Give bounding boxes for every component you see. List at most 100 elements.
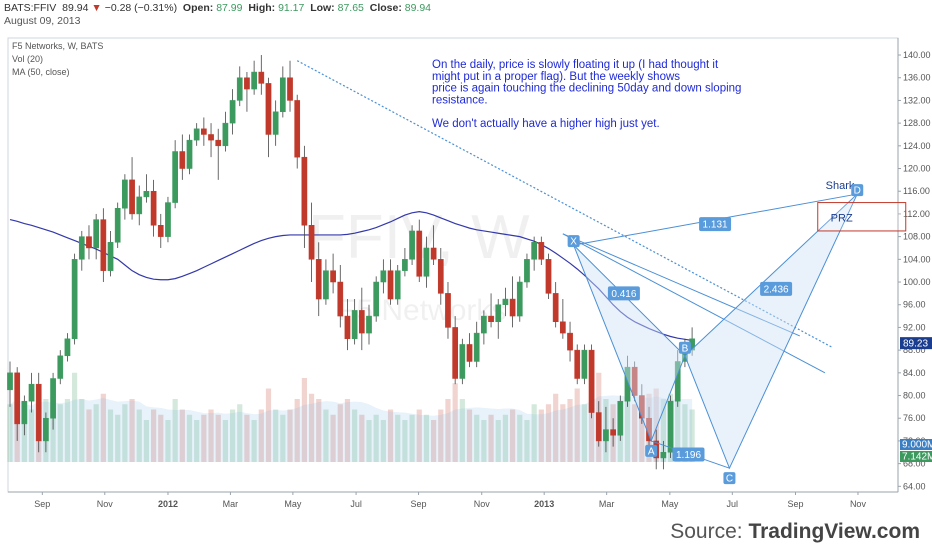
y-tick-label: 124.00 — [903, 141, 931, 151]
volume-bar — [387, 409, 394, 462]
y-tick-label: 92.00 — [903, 322, 926, 332]
candle-down — [430, 247, 437, 260]
candle-up — [667, 400, 674, 453]
x-tick-label: Mar — [599, 499, 615, 509]
candle-up — [351, 310, 358, 340]
volume-bar — [366, 420, 372, 462]
candle-down — [315, 259, 322, 300]
candle-down — [567, 332, 573, 351]
down-arrow-icon: ▼ — [91, 2, 102, 14]
volume-bar — [538, 409, 544, 462]
candle-up — [473, 332, 480, 362]
candle-down — [610, 429, 616, 436]
volume-bar — [308, 393, 315, 462]
volume-bar — [158, 414, 164, 462]
volume-bar — [100, 393, 106, 462]
ratio-badge — [760, 281, 793, 296]
volume-bar — [459, 399, 465, 462]
volume-bar — [574, 388, 580, 462]
volume-bar — [21, 414, 27, 462]
ratio-label: 1.196 — [676, 450, 701, 461]
y-tick-label: 88.00 — [903, 345, 926, 355]
volume-badge-1 — [900, 439, 932, 450]
candle-up — [603, 429, 609, 442]
pattern-point-b-badge — [678, 341, 691, 354]
candle-down — [452, 327, 459, 379]
ratio-label: 2.436 — [764, 284, 789, 295]
volume-bar — [517, 414, 523, 462]
price-change: −0.28 (−0.31%) — [104, 2, 178, 14]
candle-down — [560, 321, 566, 334]
volume-bar — [416, 409, 422, 462]
volume-bar — [50, 409, 56, 462]
y-tick-label: 128.00 — [903, 118, 931, 128]
x-tick-label: Jul — [727, 499, 739, 509]
candle-down — [287, 77, 293, 101]
candle-down — [35, 383, 42, 442]
x-tick-label: Sep — [411, 499, 427, 509]
volume-bar — [273, 409, 279, 462]
candle-down — [179, 151, 186, 169]
candle-up — [193, 128, 200, 141]
volume-bar — [165, 420, 171, 462]
volume-bar — [222, 420, 228, 462]
pattern-point-a: A — [648, 446, 655, 457]
candle-up — [423, 247, 430, 277]
high-value: 91.17 — [278, 2, 305, 14]
x-tick-label: Mar — [223, 499, 239, 509]
y-tick-label: 136.00 — [903, 73, 931, 83]
volume-bar — [201, 414, 207, 462]
candle-up — [617, 400, 624, 436]
volume-bar — [352, 409, 358, 462]
volume-bar — [553, 393, 559, 462]
volume-bar — [660, 399, 666, 462]
candle-down — [294, 100, 301, 158]
candle-down — [509, 298, 516, 317]
volume-bar — [524, 420, 530, 462]
candle-up — [624, 366, 631, 402]
low-value: 87.65 — [337, 2, 364, 14]
volume-bar — [502, 414, 509, 462]
volume-bar — [194, 420, 200, 462]
candle-down — [265, 83, 272, 135]
low-label: Low: — [310, 2, 335, 14]
volume-badge-2-label: 7.142M — [902, 452, 932, 463]
y-tick-label: 100.00 — [903, 277, 931, 287]
plot-area — [7, 37, 899, 493]
candle-down — [574, 349, 581, 379]
volume-bar — [395, 414, 401, 462]
candle-up — [524, 259, 530, 283]
volume-bar — [28, 409, 35, 462]
volume-bar — [581, 404, 587, 462]
open-value: 87.99 — [216, 2, 243, 14]
candle-up — [502, 298, 509, 305]
pattern-triangle-xab — [573, 244, 686, 443]
volume-bar — [280, 414, 286, 462]
candle-down — [588, 349, 595, 413]
volume-ma-area — [10, 395, 693, 462]
volume-bar — [115, 414, 121, 462]
volume-bar — [588, 383, 595, 462]
volume-bar — [237, 404, 243, 462]
candle-down — [157, 225, 164, 237]
candle-down — [14, 372, 21, 425]
candle-up — [165, 202, 171, 237]
legend-ma: MA (50, close) — [12, 67, 70, 77]
volume-bar — [510, 409, 516, 462]
candle-up — [136, 196, 143, 215]
volume-bar — [251, 420, 257, 462]
high-label: High: — [248, 2, 276, 14]
volume-bar — [653, 388, 659, 462]
volume-bar — [639, 409, 645, 462]
volume-bar — [402, 420, 408, 462]
last-price-badge-label: 89.23 — [903, 339, 928, 350]
source-brand: TradingView.com — [748, 520, 920, 543]
volume-bar — [122, 404, 128, 462]
volume-bar — [632, 404, 638, 462]
candle-down — [244, 77, 250, 90]
x-tick-label: 2013 — [534, 499, 554, 509]
date-label: August 09, 2013 — [4, 15, 81, 27]
volume-badge-1-label: 9.000M — [902, 440, 932, 451]
y-tick-label: 108.00 — [903, 232, 931, 242]
